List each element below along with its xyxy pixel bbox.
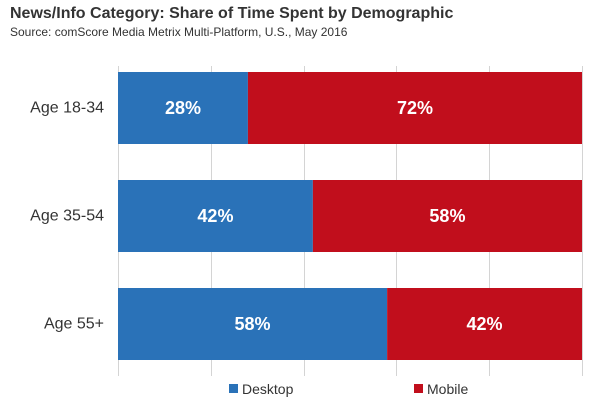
data-label-mobile-age-55: 42% <box>467 314 503 334</box>
category-label-age-18-34: Age 18-34 <box>30 100 104 117</box>
data-label-mobile-age-35-54: 58% <box>429 206 465 226</box>
category-label-age-35-54: Age 35-54 <box>30 208 104 225</box>
legend-swatch-mobile <box>414 384 423 393</box>
data-label-desktop-age-18-34: 28% <box>165 98 201 118</box>
bar-desktop-age-55 <box>118 288 388 360</box>
category-label-age-55: Age 55+ <box>44 316 104 333</box>
data-label-desktop-age-55: 58% <box>235 314 271 334</box>
legend-swatch-desktop <box>229 384 238 393</box>
bars <box>118 72 583 360</box>
labels: Age 18-34 28% 72% Age 35-54 42% 58% Age 55+ 58%… <box>30 98 502 334</box>
bar-mobile-age-35-54 <box>312 180 582 252</box>
data-label-desktop-age-35-54: 42% <box>197 206 233 226</box>
bar-mobile-age-55 <box>387 288 582 360</box>
chart-title: News/Info Category: Share of Time Spent … <box>10 5 454 22</box>
legend-label-mobile: Mobile <box>427 381 468 397</box>
bar-mobile-age-18-34 <box>247 72 583 144</box>
legend-label-desktop: Desktop <box>242 381 294 397</box>
data-label-mobile-age-18-34: 72% <box>397 98 433 118</box>
bar-desktop-age-35-54 <box>118 180 313 252</box>
chart-subtitle: Source: comScore Media Metrix Multi-Plat… <box>10 25 348 39</box>
bar-desktop-age-18-34 <box>118 72 248 144</box>
legend: Desktop Mobile <box>229 381 468 397</box>
